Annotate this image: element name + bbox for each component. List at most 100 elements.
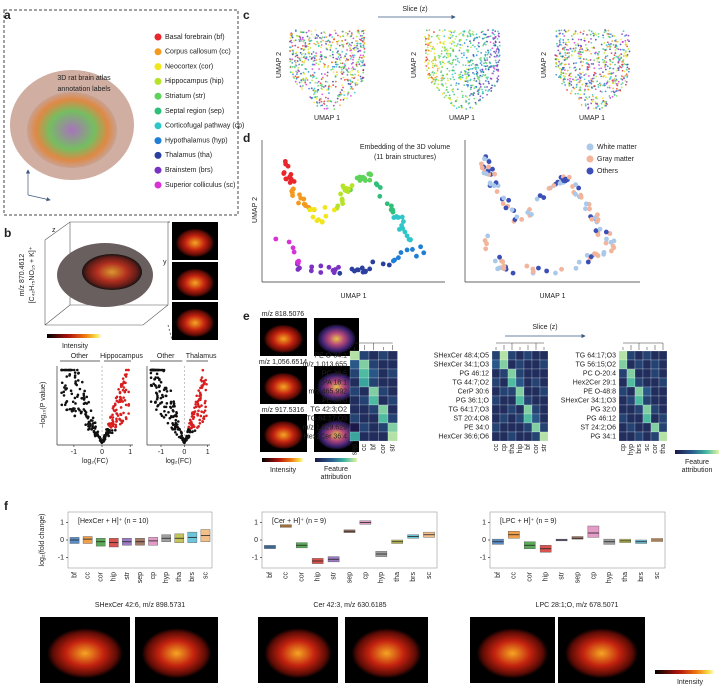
brain-section (263, 420, 304, 450)
volcano-point (194, 400, 198, 404)
umap-point (324, 85, 327, 87)
brain-section (175, 228, 215, 258)
embedding-point (544, 268, 550, 274)
umap-point (493, 50, 496, 53)
umap-point (486, 77, 489, 80)
umap-point (339, 66, 342, 69)
umap-point (341, 89, 343, 91)
umap-point (471, 59, 474, 62)
umap-point (337, 53, 340, 56)
umap-point (449, 33, 452, 36)
umap-point (342, 67, 345, 70)
embedding-point (396, 255, 401, 261)
umap-point (340, 71, 342, 73)
embedding-point (295, 267, 301, 272)
heatmap-cell (368, 368, 379, 379)
volcano-point (124, 416, 128, 419)
umap-point (429, 73, 432, 76)
umap-point (317, 42, 320, 45)
heatmap-cell (658, 404, 668, 415)
y-tick-label: 0 (254, 537, 258, 544)
umap-point (433, 65, 436, 67)
volcano-point (73, 371, 77, 374)
umap-point (623, 70, 626, 73)
row-label: PG 46:12 (586, 415, 616, 422)
umap-point (601, 106, 604, 109)
embedding-point (576, 185, 582, 191)
umap-point (577, 74, 580, 76)
volcano-point (187, 434, 190, 438)
umap-point (314, 90, 317, 93)
volcano-point (202, 379, 205, 383)
umap-point (305, 31, 308, 34)
umap-point (353, 44, 356, 47)
umap-point (577, 92, 579, 95)
umap-point (289, 71, 292, 74)
volcano-point (102, 436, 106, 439)
volcano-point (87, 428, 90, 431)
umap-point (587, 66, 590, 69)
umap-point (615, 90, 618, 92)
umap-point (455, 84, 457, 87)
umap-point (297, 69, 300, 72)
umap-point (292, 39, 295, 42)
umap-point (342, 90, 345, 93)
umap-point (310, 30, 313, 33)
heatmap-cell (531, 368, 541, 379)
umap-point (300, 53, 303, 56)
umap-point (465, 38, 468, 41)
umap-point (564, 51, 567, 54)
row-label: LPA 18:1 (319, 379, 347, 386)
umap-point (315, 52, 318, 55)
heatmap-cell (523, 377, 533, 388)
umap-point (484, 86, 486, 88)
x-tick-label: cor (527, 571, 534, 581)
embedding-point (421, 250, 427, 256)
umap-point (446, 77, 449, 80)
umap-point (331, 36, 334, 39)
umap-point (309, 81, 312, 84)
embedding-point (494, 189, 500, 194)
umap-point (490, 90, 493, 92)
umap-point (439, 63, 442, 65)
umap-point (557, 45, 560, 48)
umap-point (298, 57, 301, 60)
umap-point (454, 29, 456, 32)
umap-point (481, 96, 484, 99)
umap-point (290, 41, 293, 44)
heatmap-cell (523, 359, 533, 370)
volcano-point (164, 413, 168, 417)
embedding-point (525, 210, 531, 215)
embedding-point (390, 258, 396, 264)
umap-point (344, 39, 347, 42)
volcano-point (64, 384, 67, 387)
heatmap-cell (642, 395, 652, 406)
umap-point (473, 97, 476, 100)
volcano-point (74, 402, 77, 405)
umap-point (353, 49, 356, 51)
group-label: Hippocampus (100, 353, 143, 360)
umap-point (614, 82, 617, 85)
umap-point (295, 77, 298, 80)
umap-point (594, 101, 597, 104)
heatmap-cell (491, 368, 501, 379)
umap-point (319, 55, 322, 58)
embedding-point (588, 254, 594, 260)
umap-point (600, 43, 603, 46)
umap-point (454, 72, 457, 75)
umap-point (563, 77, 566, 80)
volcano-point (89, 422, 92, 426)
umap-point (488, 56, 491, 58)
x-axis-label: UMAP 1 (449, 115, 475, 122)
umap-point (592, 63, 595, 65)
umap-point (334, 75, 337, 78)
umap-point (428, 59, 431, 62)
volcano-point (166, 421, 170, 425)
umap-point (621, 75, 623, 78)
umap-point (603, 31, 606, 34)
col-label: cor (652, 443, 659, 453)
image-label: m/z 1,056.6514 (259, 359, 307, 366)
umap-point (449, 98, 452, 101)
volcano-point (80, 380, 84, 384)
umap-point (486, 65, 489, 67)
